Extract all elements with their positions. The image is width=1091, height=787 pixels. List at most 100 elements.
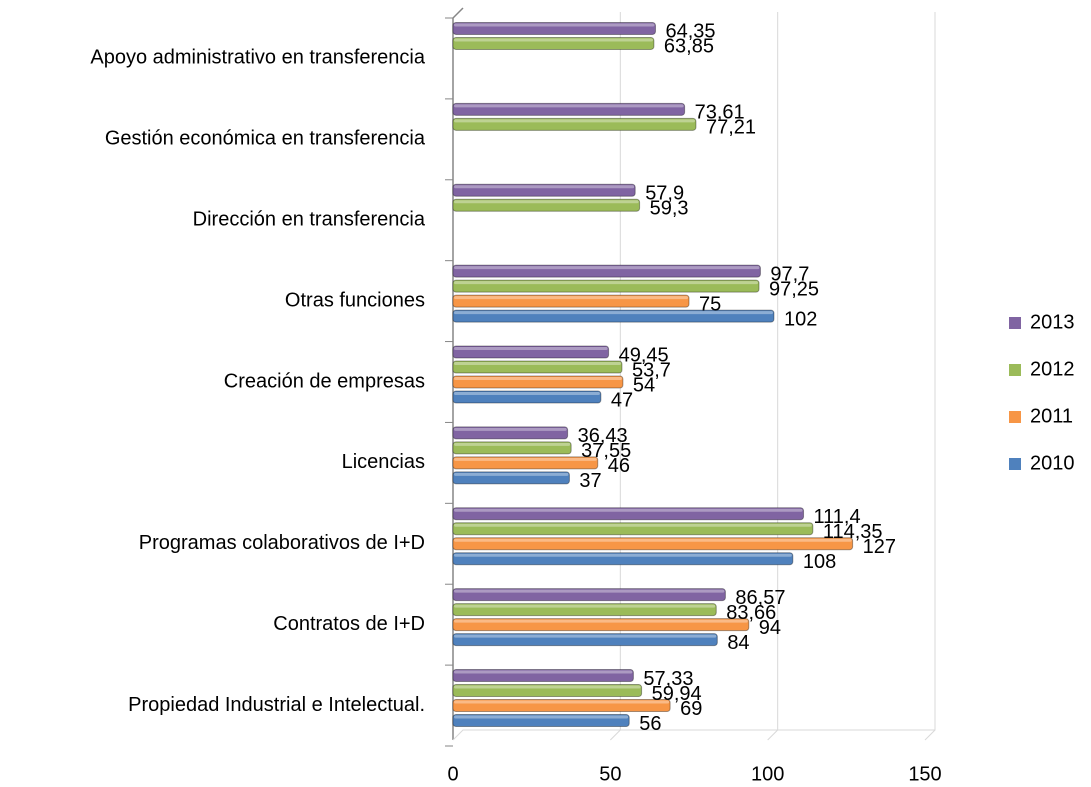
bar-highlight [454, 538, 852, 542]
bar-highlight [454, 685, 641, 689]
legend-label: 2012 [1030, 358, 1075, 380]
bar [452, 471, 570, 485]
bar [452, 603, 717, 617]
x-axis [452, 729, 935, 741]
bar [452, 618, 750, 632]
bar [452, 522, 814, 536]
bar [452, 102, 686, 116]
value-label: 86,57 [735, 587, 785, 609]
value-label: 63,85 [664, 36, 714, 58]
value-label: 84 [727, 632, 749, 654]
value-label: 46 [608, 455, 630, 477]
value-label: 83,66 [726, 602, 776, 624]
value-label: 94 [759, 617, 781, 639]
value-label: 111,4 [814, 506, 861, 528]
bar [452, 294, 690, 308]
value-label: 53,7 [632, 359, 671, 381]
value-label: 54 [633, 374, 655, 396]
bar-highlight [454, 472, 569, 476]
bar-highlight [454, 523, 812, 527]
y-tick-label: Propiedad Industrial e Intelectual. [128, 694, 425, 716]
bar [452, 345, 610, 359]
bar [452, 684, 643, 698]
bar-highlight [454, 23, 655, 27]
bar [452, 669, 634, 683]
value-label: 36,43 [578, 425, 628, 447]
bar-highlight [454, 266, 760, 270]
y-tick-label: Gestión económica en transferencia [105, 128, 426, 150]
legend-label: 2013 [1030, 311, 1075, 333]
bar-highlight [454, 185, 635, 189]
bar [452, 183, 636, 197]
value-label: 59,94 [652, 683, 702, 705]
value-label: 37,55 [581, 440, 631, 462]
value-label: 75 [699, 293, 721, 315]
value-label: 114,35 [823, 521, 883, 543]
value-label: 37 [579, 470, 601, 492]
value-label: 127 [863, 536, 896, 558]
bar-highlight [454, 427, 567, 431]
bar-highlight [454, 200, 639, 204]
bar [452, 441, 572, 455]
legend-swatch [1009, 458, 1021, 470]
value-label: 56 [639, 713, 661, 735]
y-tick-label: Otras funciones [285, 289, 425, 311]
bar-highlight [454, 508, 803, 512]
bar-highlight [454, 442, 571, 446]
bar [452, 375, 624, 389]
bar-highlight [454, 700, 670, 704]
value-label: 57,9 [645, 183, 684, 205]
bar [452, 390, 602, 404]
bar-highlight [454, 119, 695, 123]
bar [452, 198, 641, 212]
value-label: 57,33 [643, 668, 693, 690]
bar [452, 21, 656, 35]
bar-highlight [454, 281, 759, 285]
x-tick-label: 150 [908, 763, 941, 785]
bar [452, 507, 805, 521]
bar [452, 552, 794, 566]
legend-swatch [1009, 411, 1021, 423]
bar [452, 588, 726, 602]
value-label: 97,7 [770, 263, 809, 285]
bar-highlight [454, 604, 716, 608]
value-label: 49,45 [619, 344, 669, 366]
value-label: 102 [784, 308, 817, 330]
value-label: 69 [680, 698, 702, 720]
bar [452, 279, 760, 293]
bar [452, 699, 671, 713]
bar-highlight [454, 634, 717, 638]
value-label: 59,3 [650, 198, 689, 220]
legend-label: 2011 [1030, 405, 1073, 427]
bar [452, 117, 697, 131]
bar-highlight [454, 619, 748, 623]
bar [452, 264, 761, 278]
bar-highlight [454, 392, 600, 395]
bar-highlight [454, 311, 773, 315]
value-label: 73,61 [695, 102, 745, 124]
bar-highlight [454, 670, 633, 674]
bar [452, 309, 775, 323]
value-label: 97,25 [769, 278, 819, 300]
value-label: 47 [611, 389, 633, 411]
value-label: 108 [803, 551, 836, 573]
bar-highlight [454, 457, 597, 461]
grid-line [924, 12, 936, 741]
bar [452, 537, 854, 551]
x-tick-label: 0 [447, 763, 458, 785]
y-tick-label: Creación de empresas [224, 370, 425, 392]
y-tick-label: Licencias [342, 451, 425, 473]
y-tick-label: Apoyo administrativo en transferencia [90, 47, 425, 69]
bar-highlight [454, 589, 725, 593]
legend-label: 2010 [1030, 452, 1075, 474]
bar [452, 633, 718, 647]
bar-highlight [454, 347, 608, 350]
bar-highlight [454, 38, 653, 42]
bar-highlight [454, 377, 622, 380]
bar-highlight [454, 553, 792, 557]
legend-swatch [1009, 317, 1021, 329]
bar [452, 426, 569, 440]
bar-highlight [454, 296, 688, 300]
y-tick-label: Contratos de I+D [273, 613, 425, 635]
